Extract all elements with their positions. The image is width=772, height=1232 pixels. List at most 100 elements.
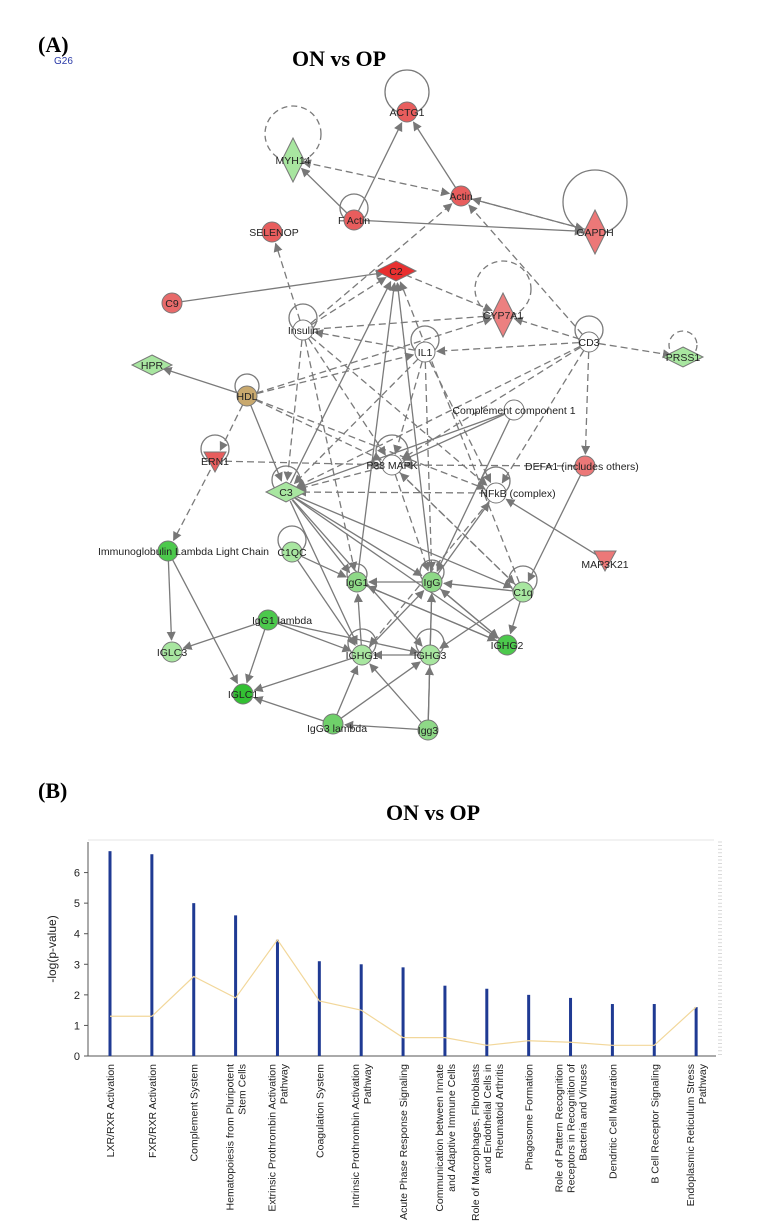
node-label: HDL: [236, 391, 257, 403]
x-tick-label: Role of Macrophages, Fibroblasts and Endo…: [470, 1064, 506, 1221]
edge-IL1-P38: [393, 361, 423, 455]
node-label: MAP3K21: [581, 559, 628, 571]
node-shape: [593, 550, 617, 573]
node-label: IgG: [424, 577, 441, 589]
node-label: IGLC1: [228, 689, 259, 701]
svg-text:Intrinsic Prothrombin Activati: Intrinsic Prothrombin Activation: [350, 1064, 362, 1208]
node-hpr[interactable]: HPR: [130, 354, 174, 376]
node-shape: [491, 291, 515, 339]
svg-text:Hematopoiesis from Pluripotent: Hematopoiesis from Pluripotent: [225, 1064, 237, 1211]
node-igg1[interactable]: IgG1: [346, 571, 369, 593]
node-ighg2[interactable]: IGHG2: [491, 634, 524, 656]
svg-text:LXR/RXR Activation: LXR/RXR Activation: [105, 1064, 117, 1158]
node-label: C3: [279, 487, 293, 499]
edge-IgG1L-IGHG1: [277, 622, 352, 653]
network-diagram: ACTG1 MYH14 Actin F Actin GAPDH SELENOP C2 C9 CY…: [98, 69, 705, 741]
x-tick-label: FXR/RXR Activation: [147, 1064, 159, 1158]
panel-a-title: ON vs OP: [292, 46, 387, 71]
node-ighg3[interactable]: IGHG3: [414, 644, 447, 666]
edge-C2-CYP7A1: [405, 274, 493, 312]
node-prss1[interactable]: PRSS1: [661, 346, 705, 368]
node-iglc1[interactable]: IGLC1: [228, 683, 259, 705]
node-c1q[interactable]: C1q: [512, 581, 534, 603]
x-tick-label: Hematopoiesis from Pluripotent Stem Cells: [225, 1064, 249, 1211]
node-hdl[interactable]: HDL: [236, 385, 258, 407]
node-actg1[interactable]: ACTG1: [389, 101, 425, 123]
bar-5: [275, 939, 279, 1056]
node-myh14[interactable]: MYH14: [275, 136, 311, 184]
node-label: P38 MAPK: [366, 460, 417, 472]
svg-text:and Adaptive Immune Cells: and Adaptive Immune Cells: [446, 1064, 458, 1192]
node-shape: [130, 354, 174, 376]
node-label: PRSS1: [666, 352, 701, 364]
y-tick-label: 4: [74, 929, 80, 941]
edge-NFKB-C3: [297, 487, 487, 497]
node-shape: [417, 719, 439, 741]
svg-text:Phagosome Formation: Phagosome Formation: [524, 1064, 536, 1170]
node-label: IGHG1: [346, 650, 379, 662]
node-igg3[interactable]: Igg3: [417, 719, 439, 741]
edge-HDL-NFKB: [256, 399, 486, 490]
node-nfkb[interactable]: NFkB (complex): [480, 482, 556, 504]
svg-text:Rheumatoid Arthritis: Rheumatoid Arthritis: [494, 1064, 506, 1159]
node-label: IgG1 lambda: [252, 615, 312, 627]
edge-CD3-C3: [295, 345, 581, 488]
edge-IgG-IGHG2: [439, 587, 499, 638]
x-tick-label: Complement System: [189, 1064, 201, 1162]
node-shape: [236, 385, 258, 407]
node-igll[interactable]: Immunoglobulin Lambda Light Chain: [98, 540, 269, 562]
node-c1qc[interactable]: C1QC: [277, 541, 307, 563]
edge-HDL-C3: [250, 405, 283, 482]
node-selenop[interactable]: SELENOP: [249, 221, 299, 243]
node-label: IgG1: [346, 577, 369, 589]
node-c9[interactable]: C9: [161, 292, 183, 314]
node-cc1[interactable]: Complement component 1: [452, 399, 576, 421]
node-shape: [450, 185, 472, 207]
node-ighg1[interactable]: IGHG1: [346, 644, 379, 666]
node-iglc3[interactable]: IGLC3: [157, 641, 188, 663]
svg-text:Acute Phase Response Signaling: Acute Phase Response Signaling: [398, 1064, 410, 1220]
node-cyp7a1[interactable]: CYP7A1: [483, 291, 523, 339]
svg-text:Coagulation System: Coagulation System: [314, 1064, 326, 1158]
edge-CD3-CYP7A1: [513, 316, 580, 340]
node-defa1[interactable]: DEFA1 (includes others): [525, 455, 639, 477]
y-axis-label: -log(p-value): [45, 915, 59, 982]
node-insulin[interactable]: Insulin: [288, 319, 319, 341]
edge-IgG3L-IGHG3: [340, 661, 421, 719]
node-ern1[interactable]: ERN1: [201, 451, 229, 474]
edge-Actin-ACTG1: [412, 121, 457, 188]
node-gapdh[interactable]: GAPDH: [576, 208, 614, 256]
node-igg3l[interactable]: IgG3 lambda: [307, 713, 367, 735]
edge-IL1-NFKB: [428, 360, 492, 484]
bar-1: [108, 851, 112, 1056]
edge-CD3-DEFA1: [581, 351, 591, 455]
node-map3k21[interactable]: MAP3K21: [581, 550, 629, 573]
edge-ERN1-IgLL: [172, 469, 211, 542]
bar-15: [694, 1007, 698, 1056]
node-label: Igg3: [418, 725, 439, 737]
edge-IgG1-IGHG2: [365, 585, 497, 642]
node-p38[interactable]: P38 MAPK: [366, 454, 418, 476]
edge-Igg3-IGHG1: [369, 663, 422, 723]
node-c3[interactable]: C3: [264, 481, 308, 503]
ratio-line: [110, 938, 697, 1046]
network-id-tag: G26: [54, 56, 73, 67]
bar-6: [317, 961, 321, 1056]
panel-a-label: (A): [38, 32, 69, 57]
node-shape: [414, 341, 436, 363]
node-factin[interactable]: F Actin: [338, 209, 370, 231]
node-c2[interactable]: C2: [374, 260, 418, 282]
node-il1[interactable]: IL1: [414, 341, 436, 363]
node-igg[interactable]: IgG: [421, 571, 443, 593]
node-igg1l[interactable]: IgG1 lambda: [252, 609, 312, 631]
node-actin[interactable]: Actin: [449, 185, 473, 207]
edge-Insulin-P38: [307, 337, 386, 456]
svg-text:Extrinsic Prothrombin Activati: Extrinsic Prothrombin Activation: [266, 1064, 278, 1212]
y-tick-label: 6: [74, 868, 80, 880]
edge-IL1-IgG: [424, 361, 436, 571]
x-tick-label: Communication between Innate and Adaptive…: [434, 1064, 458, 1212]
x-tick-label: Phagosome Formation: [524, 1064, 536, 1170]
node-cd3[interactable]: CD3: [578, 331, 600, 353]
node-shape: [503, 399, 525, 421]
edge-MYH14-Actin: [301, 159, 451, 197]
